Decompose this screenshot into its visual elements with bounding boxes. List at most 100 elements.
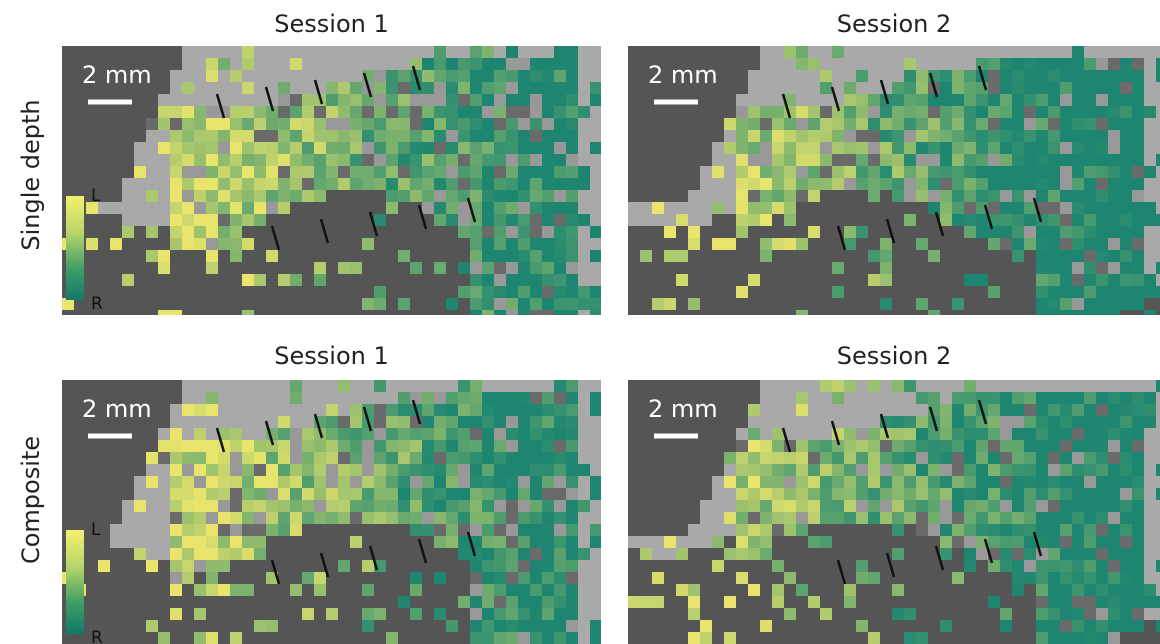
map-pixel [688, 620, 701, 633]
map-pixel [664, 536, 677, 549]
map-pixel [892, 536, 905, 549]
map-pixel [940, 500, 953, 513]
map-pixel [278, 452, 291, 465]
map-pixel [470, 214, 483, 227]
map-pixel [904, 142, 917, 155]
map-pixel [122, 178, 135, 191]
map-pixel [1048, 58, 1061, 71]
map-pixel [664, 560, 677, 573]
map-pixel [542, 440, 555, 453]
map-pixel [964, 118, 977, 131]
map-pixel [566, 524, 579, 537]
map-pixel [62, 440, 75, 453]
map-pixel [182, 632, 195, 644]
map-pixel [434, 166, 447, 179]
map-pixel [350, 596, 363, 609]
map-pixel [772, 82, 785, 95]
map-pixel [242, 392, 255, 405]
map-pixel [326, 440, 339, 453]
map-pixel [326, 560, 339, 573]
map-pixel [676, 226, 689, 239]
map-pixel [206, 560, 219, 573]
map-pixel [832, 166, 845, 179]
map-pixel [1144, 620, 1157, 633]
map-pixel [470, 596, 483, 609]
map-pixel [374, 154, 387, 167]
map-pixel [1084, 202, 1097, 215]
map-pixel [856, 130, 869, 143]
map-pixel [254, 608, 267, 621]
map-pixel [422, 476, 435, 489]
map-pixel [844, 70, 857, 83]
map-pixel [158, 130, 171, 143]
map-pixel [892, 608, 905, 621]
map-pixel [832, 214, 845, 227]
map-pixel [832, 404, 845, 417]
map-pixel [868, 428, 881, 441]
map-pixel [832, 142, 845, 155]
map-pixel [350, 608, 363, 621]
map-pixel [1156, 548, 1160, 561]
map-pixel [772, 106, 785, 119]
map-pixel [530, 464, 543, 477]
map-pixel [218, 560, 231, 573]
map-pixel [338, 46, 351, 59]
map-pixel [458, 82, 471, 95]
map-pixel [362, 262, 375, 275]
map-pixel [362, 392, 375, 405]
map-pixel [62, 488, 75, 501]
map-pixel [1060, 536, 1073, 549]
map-pixel [218, 82, 231, 95]
map-pixel [892, 416, 905, 429]
map-pixel [314, 440, 327, 453]
map-pixel [892, 620, 905, 633]
map-pixel [1084, 596, 1097, 609]
map-pixel [110, 190, 123, 203]
map-pixel [712, 46, 725, 59]
map-pixel [206, 440, 219, 453]
map-pixel [976, 560, 989, 573]
map-pixel [1144, 190, 1157, 203]
colorbar-bottom-label: R [91, 294, 103, 314]
map-pixel [700, 286, 713, 299]
map-pixel [1096, 70, 1109, 83]
map-pixel [530, 274, 543, 287]
map-pixel [98, 154, 111, 167]
map-pixel [218, 392, 231, 405]
map-pixel [952, 512, 965, 525]
map-pixel [374, 500, 387, 513]
map-pixel [628, 154, 641, 167]
map-pixel [518, 560, 531, 573]
map-pixel [578, 392, 591, 405]
map-pixel [302, 58, 315, 71]
map-pixel [566, 262, 579, 275]
map-pixel [1156, 512, 1160, 525]
map-pixel [566, 94, 579, 107]
map-pixel [988, 536, 1001, 549]
map-pixel [230, 82, 243, 95]
map-pixel [796, 106, 809, 119]
map-pixel [1120, 178, 1133, 191]
map-pixel [398, 226, 411, 239]
map-pixel [808, 452, 821, 465]
map-pixel [110, 154, 123, 167]
map-pixel [134, 428, 147, 441]
map-pixel [122, 274, 135, 287]
map-pixel [242, 214, 255, 227]
map-pixel [566, 500, 579, 513]
map-pixel [784, 190, 797, 203]
map-pixel [760, 106, 773, 119]
map-pixel [832, 596, 845, 609]
map-pixel [916, 476, 929, 489]
map-pixel [470, 548, 483, 561]
map-pixel [446, 536, 459, 549]
map-pixel [736, 190, 749, 203]
map-pixel [578, 274, 591, 287]
map-pixel [1108, 548, 1121, 561]
map-pixel [230, 118, 243, 131]
map-pixel [530, 214, 543, 227]
map-pixel [820, 94, 833, 107]
map-pixel [928, 310, 941, 323]
map-pixel [554, 440, 567, 453]
map-pixel [952, 286, 965, 299]
